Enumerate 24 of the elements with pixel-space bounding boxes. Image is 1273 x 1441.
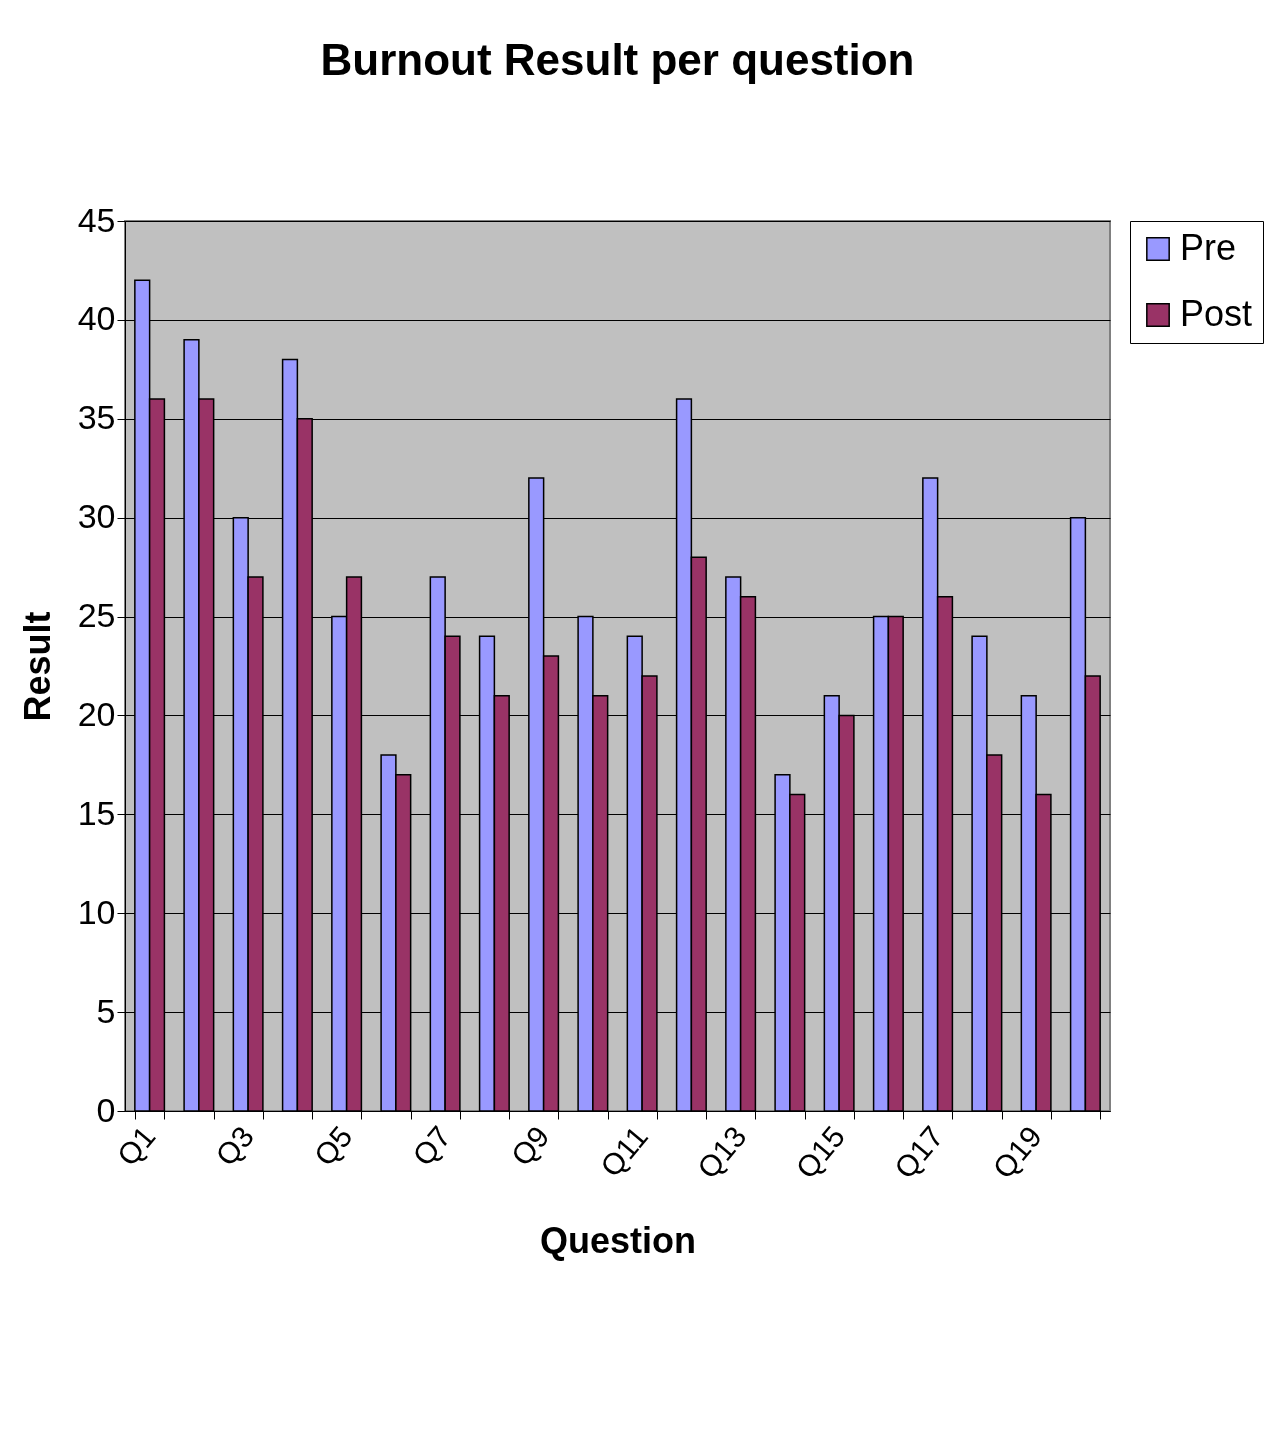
legend-label: Post: [1180, 293, 1253, 334]
x-tick-label: Q19: [986, 1119, 1049, 1185]
x-tick-label: Q11: [593, 1119, 655, 1183]
y-tick-label: 0: [96, 1090, 116, 1129]
y-tick-label: 40: [77, 299, 116, 338]
y-tick-label: 30: [77, 497, 116, 536]
x-axis-title: Question: [539, 1219, 697, 1261]
y-tick-label: 45: [77, 200, 116, 239]
x-tick-label: Q9: [504, 1119, 556, 1172]
y-tick-label: 35: [77, 398, 116, 437]
x-tick-label: Q17: [887, 1119, 950, 1185]
chart-title: Burnout Result per question: [320, 35, 915, 84]
x-tick-label: Q3: [209, 1119, 261, 1172]
y-tick-label: 15: [77, 793, 116, 832]
y-tick-label: 10: [77, 892, 116, 931]
legend-label: Pre: [1180, 227, 1237, 268]
y-tick-label: 25: [77, 596, 116, 635]
x-tick-label: Q7: [406, 1119, 458, 1172]
x-tick-label: Q15: [789, 1119, 852, 1185]
y-tick-label: 5: [96, 991, 116, 1030]
x-tick-label: Q13: [690, 1119, 753, 1185]
x-tick-label: Q5: [307, 1119, 359, 1172]
y-axis-title: Result: [16, 611, 58, 722]
y-tick-label: 20: [77, 694, 116, 733]
